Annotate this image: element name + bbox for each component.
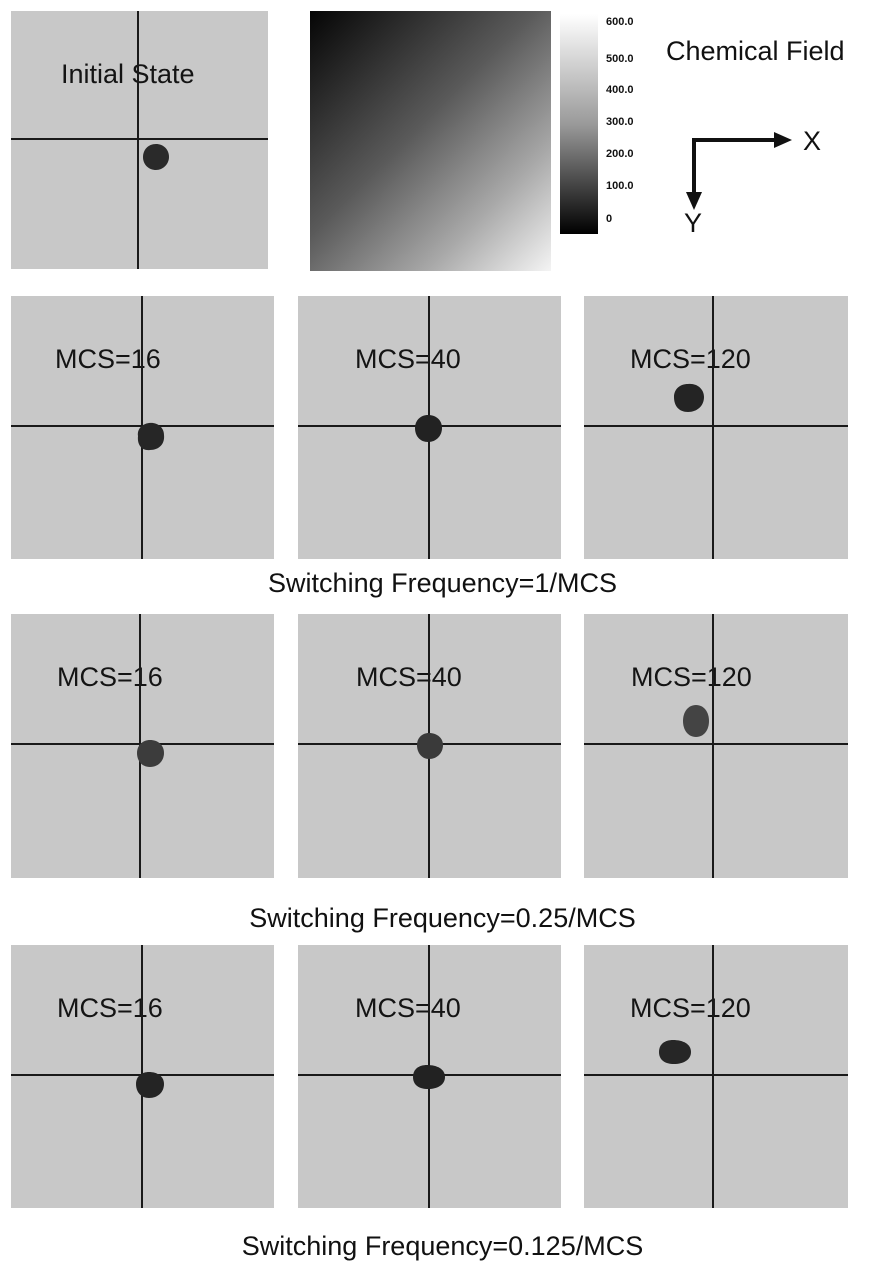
cell-cluster [136,1072,164,1098]
simulation-panel: MCS=16 [11,945,274,1208]
horizontal-crosshair [584,1074,848,1076]
cell-cluster [413,1065,445,1089]
colorbar-tick: 600.0 [606,16,634,28]
cell-cluster [674,383,704,412]
panel-label: MCS=16 [57,662,163,692]
simulation-panel: MCS=120 [584,614,848,878]
colorbar [560,14,598,234]
colorbar-tick: 100.0 [606,180,634,192]
horizontal-crosshair [584,425,848,427]
colorbar-tick: 500.0 [606,53,634,65]
colorbar-tick: 400.0 [606,84,634,96]
panel-label: MCS=120 [630,993,751,1023]
cell-cluster [659,1040,691,1064]
initial-state-panel: Initial State [11,11,268,269]
cell-cluster [415,415,442,442]
cell-cluster [143,144,169,170]
row-caption: Switching Frequency=1/MCS [268,568,617,598]
colorbar-tick: 200.0 [606,148,634,160]
colorbar-tick: 300.0 [606,116,634,128]
vertical-crosshair [712,614,714,878]
simulation-panel: MCS=16 [11,296,274,559]
axis-arrows-icon [686,132,792,210]
chemical-field-title: Chemical Field [666,36,845,66]
y-axis-label: Y [684,208,703,238]
cell-cluster [683,705,709,737]
cell-cluster [137,740,164,767]
panel-label: MCS=120 [630,344,751,374]
simulation-panel: MCS=120 [584,296,848,559]
panel-label: MCS=40 [356,662,462,692]
horizontal-crosshair [11,138,268,140]
panel-label: MCS=40 [355,344,461,374]
simulation-panel: MCS=120 [584,945,848,1208]
row-caption: Switching Frequency=0.25/MCS [249,903,636,933]
panel-label: MCS=40 [355,993,461,1023]
row-caption: Switching Frequency=0.125/MCS [241,1231,644,1261]
chemical-field-map [310,11,551,271]
vertical-crosshair [712,945,714,1208]
cell-cluster [137,422,165,451]
panel-label: MCS=16 [57,993,163,1023]
simulation-panel: MCS=40 [298,296,561,559]
panel-label: MCS=16 [55,344,161,374]
colorbar-tick: 0 [606,213,613,225]
simulation-panel: MCS=16 [11,614,274,878]
panel-label: MCS=120 [631,662,752,692]
vertical-crosshair [712,296,714,559]
cell-cluster [417,733,443,759]
panel-label: Initial State [61,59,195,89]
horizontal-crosshair [584,743,848,745]
vertical-crosshair [137,11,139,269]
simulation-panel: MCS=40 [298,614,561,878]
x-axis-label: X [803,126,822,156]
simulation-panel: MCS=40 [298,945,561,1208]
